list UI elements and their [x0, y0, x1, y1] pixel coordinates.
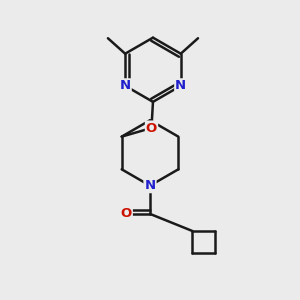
Text: O: O: [121, 207, 132, 220]
Text: N: N: [144, 179, 156, 192]
Text: N: N: [175, 79, 186, 92]
Text: N: N: [120, 79, 131, 92]
Text: O: O: [146, 122, 157, 134]
